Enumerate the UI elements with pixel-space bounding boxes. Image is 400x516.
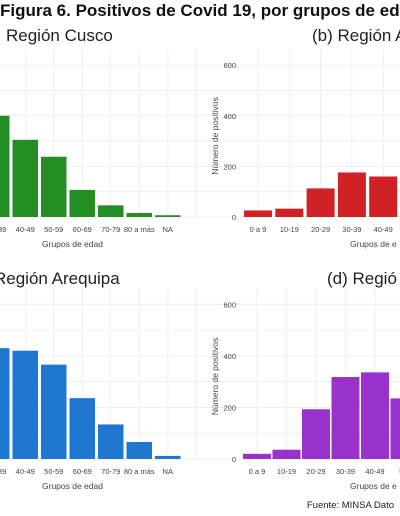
x-axis-label: Grupos de e [350, 239, 397, 249]
bar [98, 424, 124, 459]
x-tick-label: 20-29 [311, 225, 330, 234]
x-tick-label: 40-49 [16, 467, 35, 476]
bar [331, 377, 360, 459]
panel-title: (d) Regió [327, 269, 397, 288]
y-axis-label: Número de positivos [210, 338, 220, 415]
y-tick-label: 600 [223, 61, 236, 70]
x-tick-label: 50-59 [44, 467, 63, 476]
x-tick-label: 30-39 [342, 225, 361, 234]
panel-arequipa: 30-39 40-49 50-59 60-69 70-79 80 a más NA Grupo… [0, 269, 200, 491]
panel-title: (b) Región A [312, 26, 400, 45]
bar [126, 441, 152, 459]
x-tick-label: 80 a más [124, 225, 155, 234]
y-tick-label: 600 [223, 300, 236, 309]
x-tick-label: 70-79 [101, 225, 120, 234]
x-axis-label: Grupos de e [350, 481, 397, 491]
x-axis-label: Grupos de edad [42, 239, 103, 249]
bar [41, 156, 67, 217]
y-tick-label: 200 [223, 162, 236, 171]
bar [390, 398, 400, 459]
x-tick-label: 70-79 [101, 467, 120, 476]
bar [337, 172, 366, 217]
x-tick-label: 10-19 [277, 467, 296, 476]
bar [0, 115, 10, 217]
x-tick-label: NA [163, 467, 173, 476]
x-tick-label: 20-29 [306, 467, 325, 476]
x-tick-label: 0 a 9 [249, 467, 266, 476]
bar [98, 205, 124, 217]
y-tick-label: 400 [223, 112, 236, 121]
y-tick-label: 200 [223, 403, 236, 412]
x-tick-label: NA [163, 225, 173, 234]
x-tick-label: 30-39 [336, 467, 355, 476]
source-note: Fuente: MINSA Dato [306, 500, 394, 511]
bar [275, 208, 304, 217]
x-tick-label: 40-49 [374, 225, 393, 234]
bar [361, 372, 389, 459]
y-tick-label: 400 [223, 352, 236, 361]
x-tick-label: 80 a más [124, 467, 155, 476]
x-tick-label: 50-59 [44, 225, 63, 234]
panel-b: 0 a 9 10-19 20-29 30-39 40-49 0 200 400 600 Númer… [200, 26, 400, 249]
bar [155, 455, 181, 459]
x-tick-label: 60-69 [73, 225, 92, 234]
y-axis-label: Número de positivos [210, 97, 220, 174]
x-tick-label: 0 a 9 [250, 225, 267, 234]
bar [0, 348, 10, 459]
panel-title: Región Arequipa [0, 269, 120, 288]
bar [69, 189, 95, 217]
bar [69, 398, 95, 459]
bar [272, 449, 301, 459]
bar [369, 176, 398, 217]
x-tick-label: 40-49 [16, 225, 35, 234]
bar [243, 453, 271, 459]
bar [155, 215, 181, 217]
bar [12, 350, 38, 459]
x-tick-label: 40-49 [365, 467, 384, 476]
x-tick-label: 30-39 [0, 225, 6, 234]
bar [12, 139, 38, 217]
y-tick-label: 0 [232, 213, 236, 222]
panel-title: Región Cusco [6, 26, 113, 45]
x-tick-label: 30-39 [0, 467, 6, 476]
panel-cusco: 30-39 40-49 50-59 60-69 70-79 80 a más NA Grupo… [0, 26, 200, 249]
bar [302, 409, 330, 459]
bar [126, 212, 152, 217]
bar [41, 364, 67, 459]
bar [306, 188, 335, 217]
panel-d: 0 a 910-1920-2930-3940-4950-0200400600Nú… [200, 269, 400, 491]
y-tick-label: 0 [232, 455, 236, 464]
bar [244, 210, 272, 217]
x-tick-label: 10-19 [280, 225, 299, 234]
figure-title: Figura 6. Positivos de Covid 19, por gru… [0, 1, 400, 20]
x-tick-label: 60-69 [73, 467, 92, 476]
x-axis-label: Grupos de edad [42, 481, 103, 491]
